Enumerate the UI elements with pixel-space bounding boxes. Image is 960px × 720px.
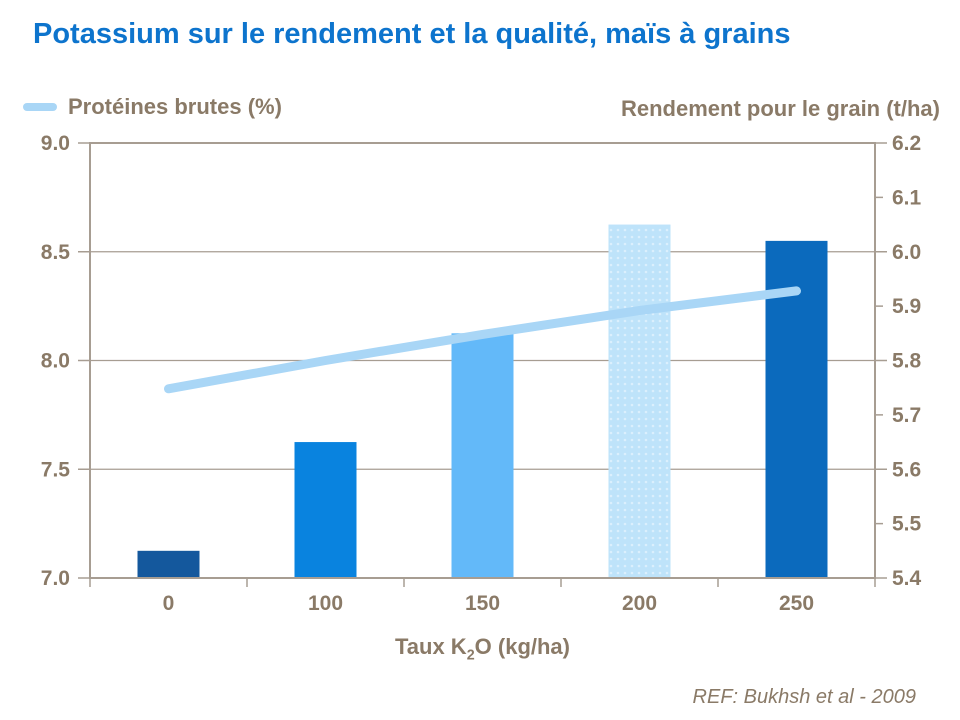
yield-bar bbox=[137, 550, 200, 578]
legend-item-proteines: Protéines brutes (%) bbox=[23, 94, 282, 120]
x-axis-tick-label: 200 bbox=[622, 592, 657, 615]
legend-row: Protéines brutes (%) Rendement pour le g… bbox=[0, 94, 960, 124]
x-axis-tick-label: 0 bbox=[163, 592, 175, 615]
right-axis-title: Rendement pour le grain (t/ha) bbox=[620, 96, 940, 121]
x-axis-title: Taux K2O (kg/ha) bbox=[90, 634, 875, 663]
legend-label-proteines: Protéines brutes (%) bbox=[68, 94, 282, 119]
chart-canvas: 9.0 8.5 8.0 7.5 7.0 6.2 6.1 6.0 5.9 5.8 5.7 5.6 5.5 5… bbox=[41, 132, 922, 615]
x-axis-tick-label: 100 bbox=[308, 592, 343, 615]
right-axis-tick-label: 5.8 bbox=[892, 350, 922, 373]
left-axis-tick-label: 7.5 bbox=[41, 458, 71, 481]
yield-bar bbox=[451, 333, 514, 578]
x-axis-title-sub: 2 bbox=[466, 647, 475, 664]
right-axis-tick-label: 5.4 bbox=[892, 567, 922, 590]
left-axis-tick-label: 8.5 bbox=[41, 241, 71, 264]
left-axis-tick-label: 9.0 bbox=[41, 132, 70, 155]
left-axis-tick-label: 8.0 bbox=[41, 350, 70, 373]
x-axis-title-pre: Taux K bbox=[394, 634, 467, 659]
x-axis-tick-label: 150 bbox=[465, 592, 500, 615]
right-axis-tick-label: 5.7 bbox=[892, 404, 921, 427]
x-axis-tick-label: 250 bbox=[779, 592, 814, 615]
reference-text: REF: Bukhsh et al - 2009 bbox=[692, 686, 916, 708]
yield-bar bbox=[608, 224, 671, 578]
right-axis-tick-label: 6.1 bbox=[892, 186, 922, 209]
right-axis-tick-label: 5.5 bbox=[892, 513, 922, 536]
page-title: Potassium sur le rendement et la qualité… bbox=[33, 18, 791, 50]
right-axis-tick-label: 5.6 bbox=[892, 458, 921, 481]
left-axis-tick-label: 7.0 bbox=[41, 567, 70, 590]
x-axis-title-post: O (kg/ha) bbox=[474, 634, 570, 659]
right-axis-tick-label: 5.9 bbox=[892, 295, 921, 318]
right-axis-tick-label: 6.2 bbox=[892, 132, 921, 155]
yield-bar bbox=[294, 442, 357, 578]
right-axis-tick-label: 6.0 bbox=[892, 241, 921, 264]
proteines-line bbox=[164, 286, 801, 394]
line-series-swatch-icon bbox=[23, 103, 57, 111]
